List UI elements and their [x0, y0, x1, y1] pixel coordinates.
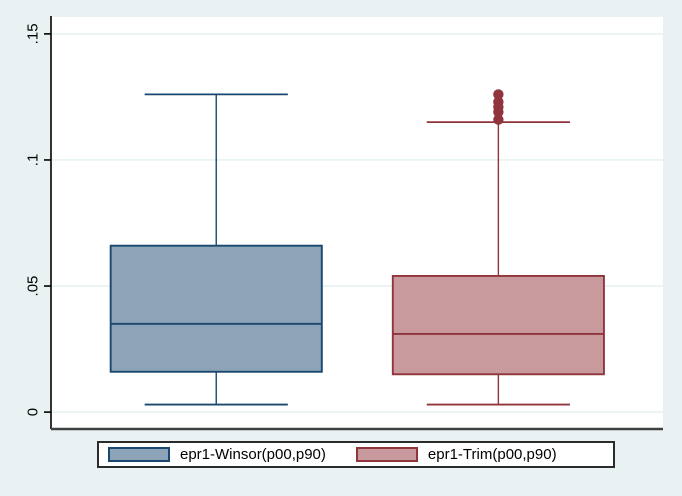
y-tick-label: 0 [24, 408, 41, 416]
legend-entry-trim: epr1-Trim(p00,p90) [355, 446, 557, 463]
y-tick-label: .05 [24, 276, 41, 297]
box-trim [391, 274, 605, 376]
outlier-dot-trim [493, 114, 504, 125]
legend-label-winsor: epr1-Winsor(p00,p90) [180, 446, 326, 463]
legend-label-trim: epr1-Trim(p00,p90) [427, 446, 557, 463]
legend-swatch-winsor [108, 447, 170, 462]
legend-swatch-trim [355, 447, 418, 462]
legend: epr1-Winsor(p00,p90) epr1-Trim(p00,p90) [97, 441, 615, 468]
y-tick-label: .15 [24, 23, 41, 44]
outlier-dot-trim [493, 89, 504, 100]
outlier-dot-trim [493, 96, 504, 108]
y-tick-label: .1 [24, 154, 41, 167]
box-winsor [109, 244, 323, 373]
legend-entry-winsor: epr1-Winsor(p00,p90) [108, 447, 326, 462]
